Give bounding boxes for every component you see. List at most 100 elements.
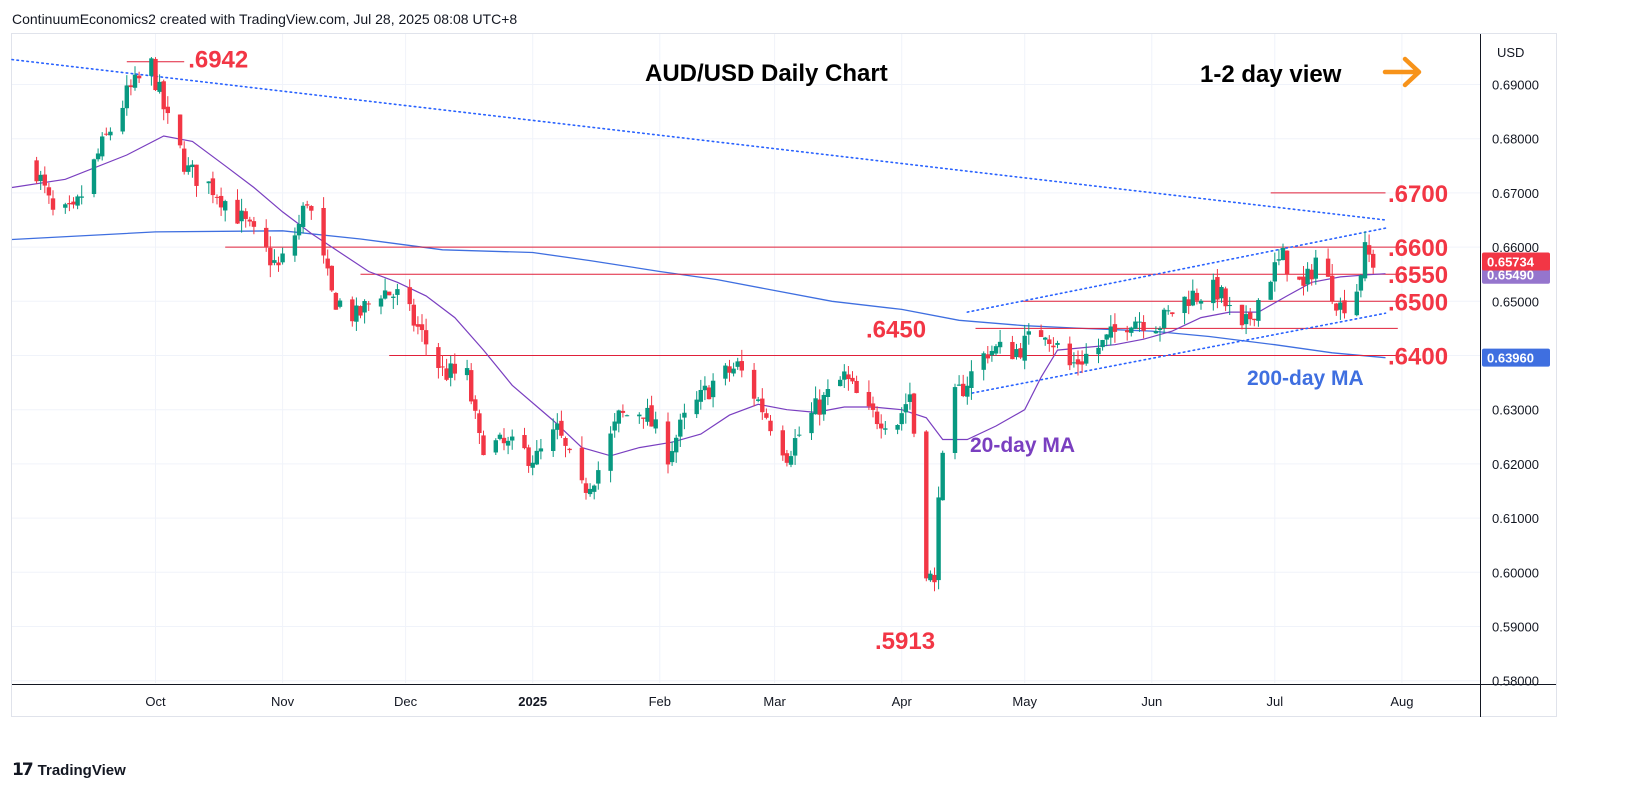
candle-body[interactable] (928, 573, 933, 581)
candle-body[interactable] (391, 296, 396, 298)
candle-body[interactable] (1166, 310, 1171, 312)
candle-body[interactable] (1342, 300, 1347, 314)
candle-body[interactable] (292, 235, 298, 256)
candle-body[interactable] (993, 346, 999, 354)
candle-body[interactable] (214, 196, 220, 198)
candle-body[interactable] (874, 411, 880, 425)
candle-body[interactable] (522, 435, 527, 449)
candle-body[interactable] (411, 304, 416, 326)
candle-body[interactable] (653, 419, 658, 429)
candle-body[interactable] (846, 374, 851, 380)
candle-body[interactable] (1141, 321, 1146, 331)
candle-body[interactable] (1215, 277, 1220, 300)
candle-body[interactable] (784, 453, 790, 463)
candle-body[interactable] (592, 485, 597, 492)
candle-body[interactable] (153, 58, 158, 91)
candle-body[interactable] (961, 383, 966, 397)
candle-body[interactable] (436, 347, 441, 369)
candle-body[interactable] (637, 414, 642, 417)
candle-body[interactable] (760, 398, 765, 413)
candle-body[interactable] (1301, 276, 1306, 286)
candle-body[interactable] (497, 434, 503, 439)
candle-body[interactable] (579, 447, 585, 481)
candle-body[interactable] (79, 196, 84, 198)
candle-body[interactable] (362, 301, 367, 313)
candle-body[interactable] (1067, 343, 1072, 366)
candle-body[interactable] (1079, 361, 1085, 365)
candle-body[interactable] (981, 353, 986, 370)
candle-body[interactable] (596, 470, 601, 484)
candle-body[interactable] (354, 305, 359, 322)
candle-body[interactable] (407, 287, 412, 305)
candle-body[interactable] (448, 363, 453, 378)
candle-body[interactable] (95, 153, 101, 160)
candle-body[interactable] (952, 387, 958, 453)
candle-body[interactable] (1190, 290, 1195, 306)
candle-body[interactable] (321, 207, 326, 256)
candle-body[interactable] (108, 131, 113, 136)
candle-body[interactable] (186, 165, 191, 172)
candle-body[interactable] (825, 389, 831, 398)
candle-body[interactable] (1223, 288, 1228, 307)
candle-body[interactable] (969, 371, 974, 388)
candle-body[interactable] (1338, 302, 1343, 310)
candle-body[interactable] (1371, 253, 1376, 268)
candle-body[interactable] (1366, 245, 1372, 255)
candle-body[interactable] (1198, 300, 1204, 304)
candle-body[interactable] (1354, 291, 1359, 316)
candle-body[interactable] (534, 450, 539, 465)
candle-body[interactable] (780, 430, 785, 456)
candle-body[interactable] (883, 428, 888, 430)
candle-body[interactable] (395, 289, 400, 295)
candle-body[interactable] (1305, 268, 1310, 285)
candle-body[interactable] (620, 410, 626, 413)
candle-body[interactable] (1137, 321, 1142, 323)
candle-body[interactable] (1227, 305, 1232, 307)
candle-body[interactable] (669, 451, 675, 463)
candle-body[interactable] (329, 265, 334, 291)
candle-body[interactable] (563, 438, 568, 446)
candle-body[interactable] (559, 420, 564, 436)
candle-body[interactable] (1330, 275, 1335, 302)
candle-body[interactable] (1325, 258, 1331, 277)
candle-body[interactable] (165, 106, 170, 114)
candle-body[interactable] (1362, 242, 1368, 279)
candle-body[interactable] (911, 393, 917, 434)
candle-body[interactable] (1248, 312, 1253, 320)
candle-body[interactable] (809, 412, 814, 434)
candle-body[interactable] (583, 483, 589, 493)
candle-body[interactable] (91, 159, 97, 194)
candle-body[interactable] (895, 424, 900, 430)
candle-body[interactable] (440, 366, 445, 368)
candle-body[interactable] (1075, 359, 1081, 365)
candle-body[interactable] (358, 306, 363, 316)
candle-body[interactable] (124, 85, 129, 109)
candle-body[interactable] (768, 420, 773, 432)
candle-body[interactable] (538, 448, 544, 452)
candle-body[interactable] (1018, 348, 1023, 358)
candle-body[interactable] (71, 201, 76, 205)
candle-body[interactable] (120, 107, 125, 132)
candle-body[interactable] (136, 75, 142, 79)
candle-body[interactable] (1239, 304, 1245, 326)
candle-body[interactable] (1026, 331, 1031, 335)
candle-body[interactable] (268, 248, 273, 266)
candle-body[interactable] (505, 440, 511, 446)
candle-body[interactable] (764, 413, 769, 418)
candle-body[interactable] (870, 403, 876, 410)
candle-body[interactable] (464, 368, 470, 376)
tradingview-logo[interactable]: 17 TradingView (12, 760, 126, 780)
candle-body[interactable] (924, 431, 929, 579)
candle-body[interactable] (264, 227, 269, 247)
candle-body[interactable] (161, 81, 166, 110)
candle-body[interactable] (838, 379, 843, 387)
candle-body[interactable] (1252, 318, 1257, 321)
candle-body[interactable] (1170, 312, 1175, 315)
candle-body[interactable] (190, 164, 195, 168)
candle-body[interactable] (797, 434, 802, 436)
candle-body[interactable] (1014, 349, 1019, 358)
candle-body[interactable] (702, 385, 708, 391)
candle-body[interactable] (903, 404, 908, 413)
candle-body[interactable] (608, 433, 613, 471)
